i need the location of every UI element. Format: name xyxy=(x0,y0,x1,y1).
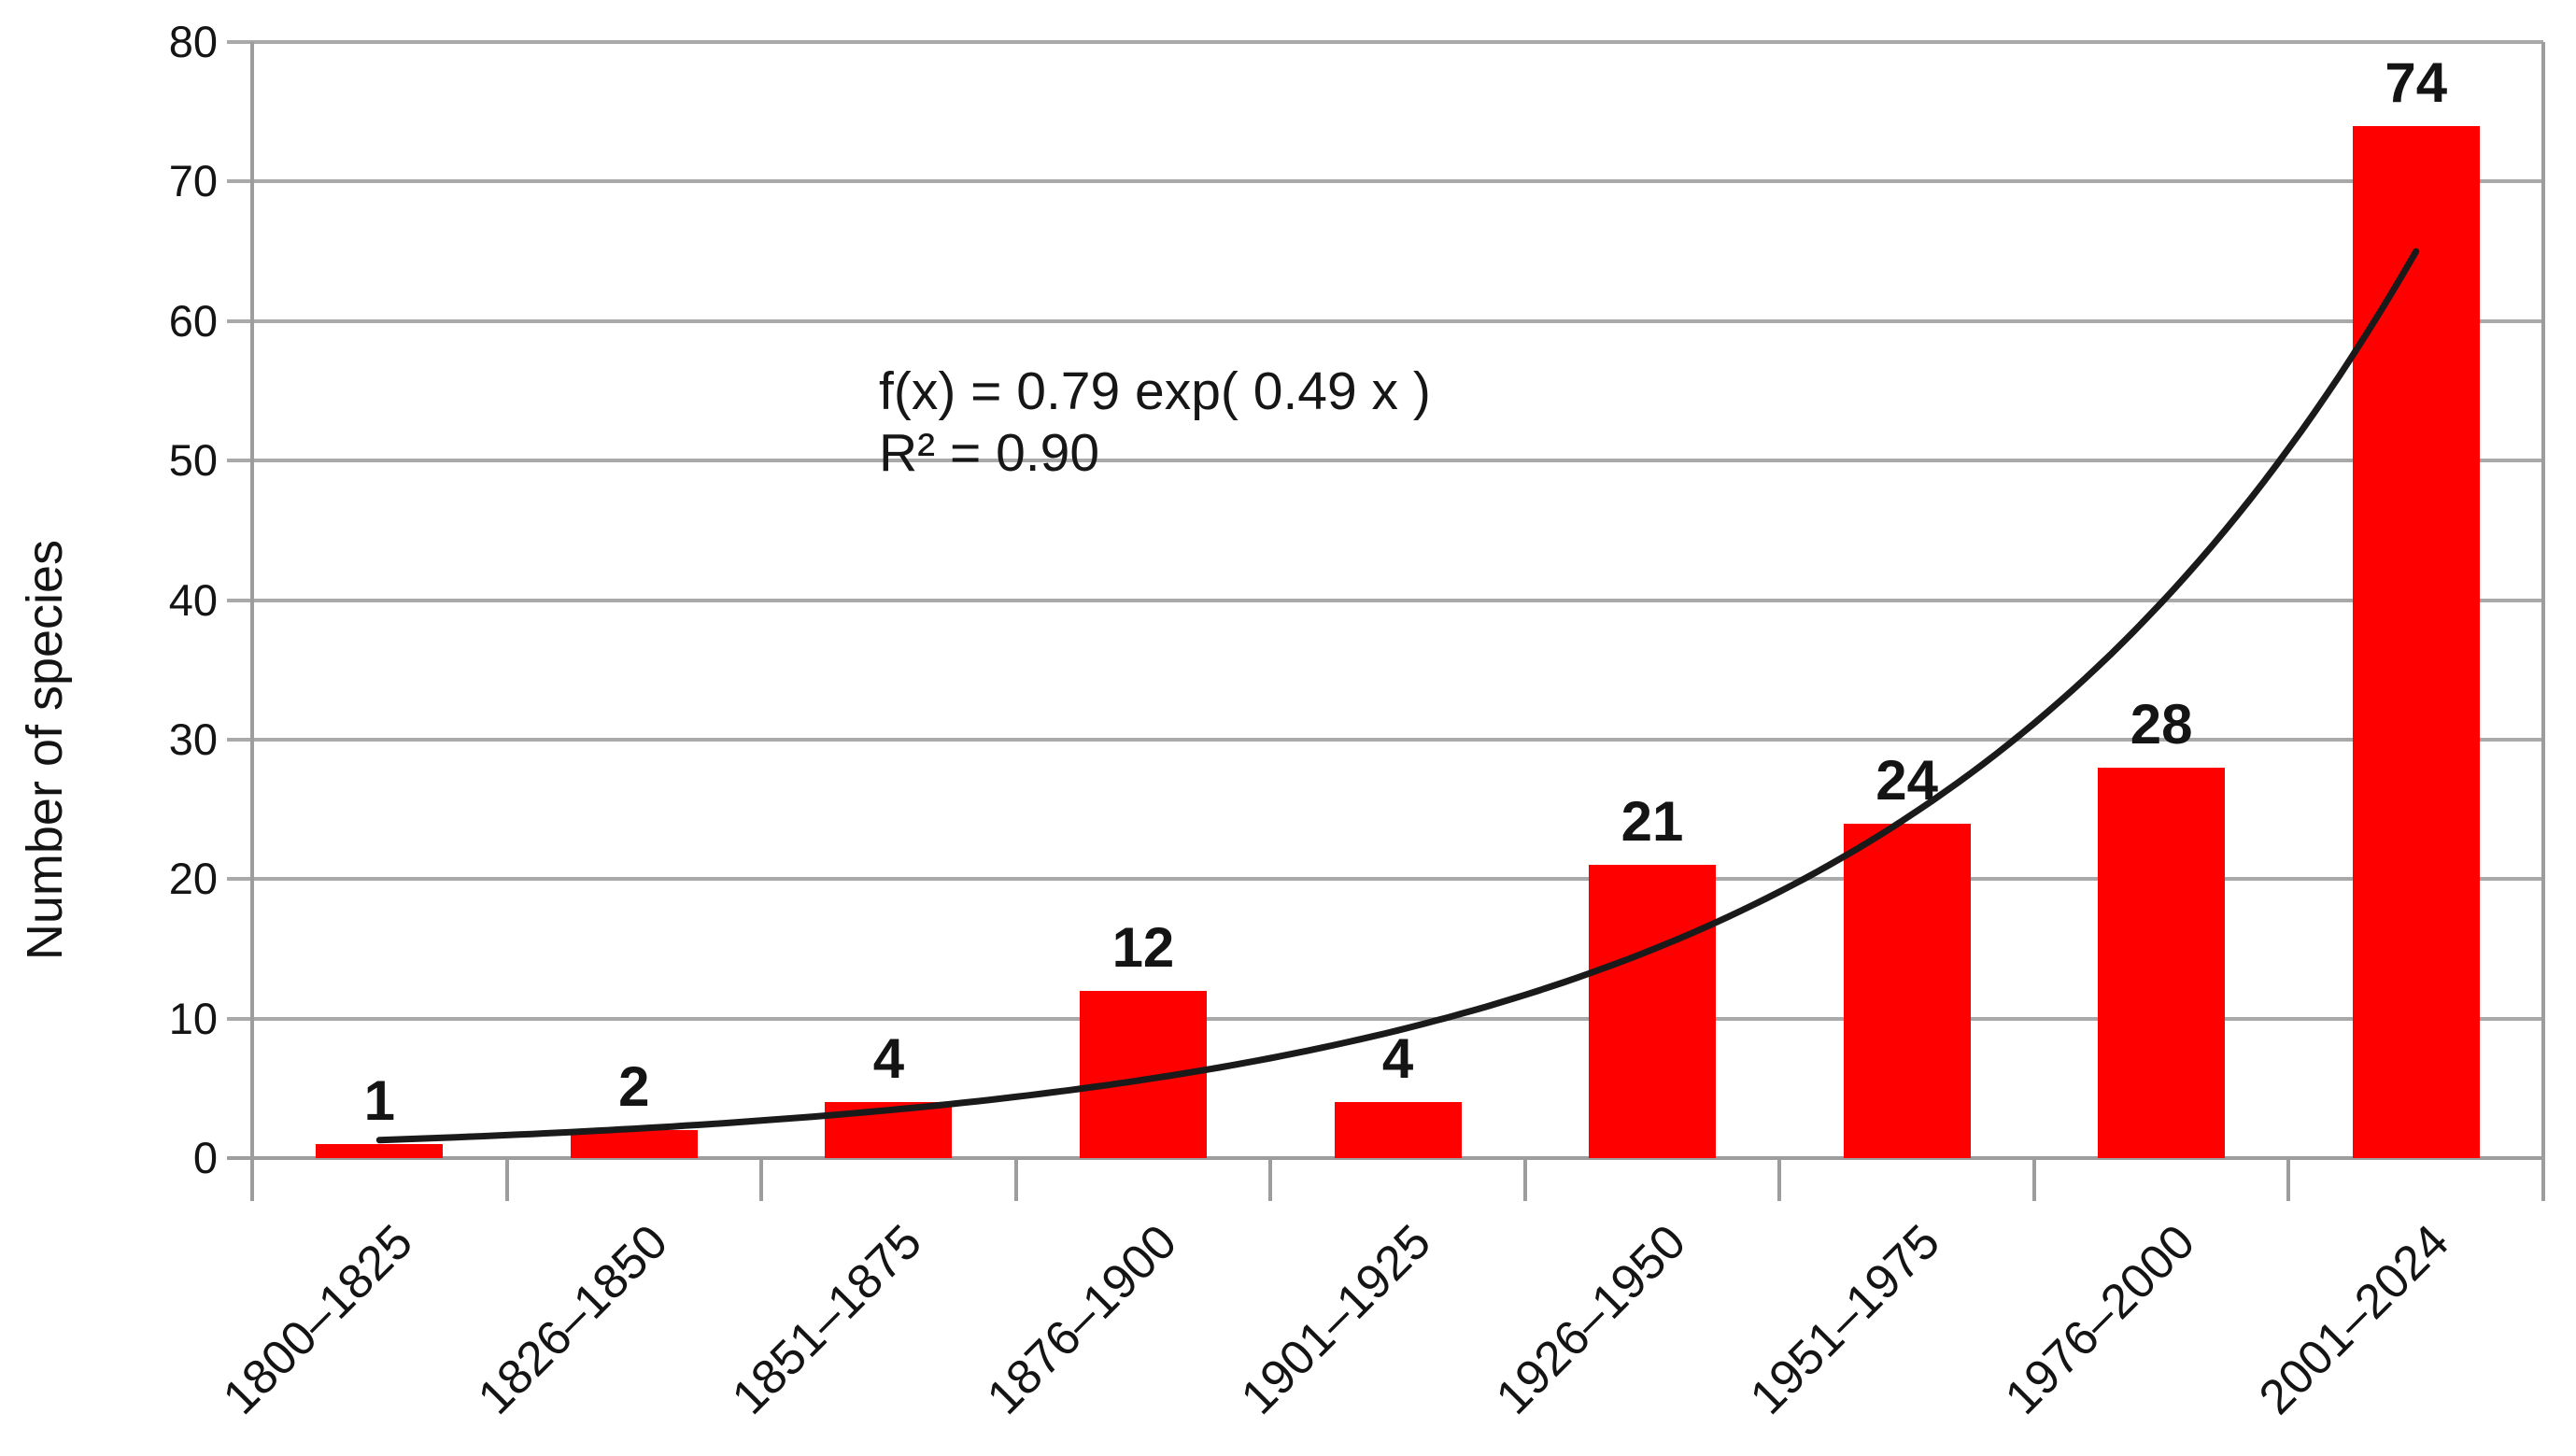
x-category-label-text: 1851–1875 xyxy=(722,1214,933,1425)
x-category-label-text: 1926–1950 xyxy=(1485,1214,1696,1425)
x-category-label-text: 1826–1850 xyxy=(467,1214,678,1425)
bar xyxy=(1843,823,1971,1158)
trendline-equation: f(x) = 0.79 exp( 0.49 x ) xyxy=(879,361,1431,421)
bar xyxy=(316,1144,444,1158)
y-axis-line xyxy=(250,42,254,1201)
bar-value-label: 24 xyxy=(1875,748,1938,812)
y-tick-label: 10 xyxy=(168,993,218,1043)
x-category-label-text: 1876–1900 xyxy=(976,1214,1187,1425)
y-tick-label: 80 xyxy=(168,17,218,66)
gridline xyxy=(227,877,2543,882)
trendline-r-squared: R² = 0.90 xyxy=(879,423,1100,483)
x-tick-mark xyxy=(504,1158,509,1201)
x-category-label-text: 1951–1975 xyxy=(1740,1214,1951,1425)
x-tick-mark xyxy=(1013,1158,1018,1201)
x-tick-mark xyxy=(1522,1158,1527,1201)
gridline xyxy=(227,40,2543,44)
y-tick-label: 20 xyxy=(168,854,218,904)
x-category-label-text: 1901–1925 xyxy=(1231,1214,1442,1425)
plot-right-border xyxy=(2541,42,2545,1158)
x-category-label-text: 1976–2000 xyxy=(1994,1214,2205,1425)
y-tick-label: 50 xyxy=(168,435,218,486)
gridline xyxy=(227,737,2543,742)
gridline xyxy=(227,459,2543,463)
trendline-annotation: f(x) = 0.79 exp( 0.49 x ) R² = 0.90 xyxy=(879,360,1431,484)
bar-value-label: 2 xyxy=(618,1055,650,1119)
y-tick-label: 40 xyxy=(168,574,218,625)
x-tick-mark xyxy=(1268,1158,1273,1201)
y-tick-label: 0 xyxy=(192,1133,218,1182)
y-tick-label: 70 xyxy=(168,156,218,206)
bar-value-label: 4 xyxy=(872,1027,905,1091)
bar xyxy=(1334,1102,1462,1158)
x-tick-mark xyxy=(2286,1158,2291,1201)
x-tick-mark xyxy=(2541,1158,2545,1201)
bar-value-label: 74 xyxy=(2385,50,2448,114)
x-axis-line xyxy=(227,1156,2543,1160)
bar-value-label: 4 xyxy=(1381,1027,1414,1091)
x-category-label-text: 1800–1825 xyxy=(212,1214,423,1425)
gridline xyxy=(227,318,2543,323)
gridline xyxy=(227,179,2543,184)
x-tick-mark xyxy=(2031,1158,2036,1201)
bar-value-label: 21 xyxy=(1621,790,1684,854)
x-tick-mark xyxy=(759,1158,764,1201)
bar xyxy=(570,1130,698,1158)
bar-value-label: 1 xyxy=(363,1069,395,1133)
bar xyxy=(1589,865,1717,1158)
bar-value-label: 28 xyxy=(2130,692,2193,756)
bar xyxy=(2098,767,2226,1158)
gridline xyxy=(227,598,2543,602)
gridline xyxy=(227,1016,2543,1021)
bar xyxy=(2352,125,2480,1158)
x-tick-mark xyxy=(1777,1158,1782,1201)
y-tick-label: 30 xyxy=(168,714,218,764)
x-category-label-text: 2001–2024 xyxy=(2249,1214,2460,1425)
y-tick-label: 60 xyxy=(168,295,218,346)
bar-value-label: 12 xyxy=(1111,915,1175,979)
trendline-curve xyxy=(375,247,2420,1144)
